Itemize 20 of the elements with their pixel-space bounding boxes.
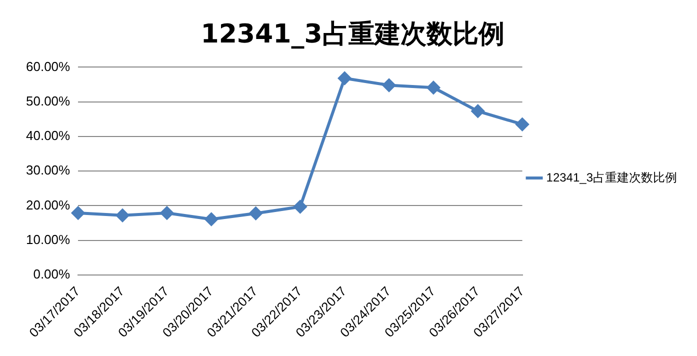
- point: [72, 206, 85, 220]
- point: [249, 206, 262, 220]
- point: [382, 78, 396, 92]
- y-tick-label: 20.00%: [26, 197, 71, 212]
- y-tick-label: 10.00%: [26, 232, 71, 247]
- point: [471, 104, 484, 118]
- point: [294, 200, 307, 214]
- point: [116, 208, 130, 222]
- chart-title: 12341_3占重建次数比例: [200, 19, 504, 50]
- y-tick-label: 50.00%: [26, 93, 71, 108]
- point: [338, 72, 352, 85]
- y-tick-label: 40.00%: [26, 128, 71, 144]
- point: [516, 118, 529, 131]
- point: [426, 81, 440, 94]
- y-tick-label: 30.00%: [26, 162, 71, 178]
- y-tick-label: 60.00%: [26, 58, 71, 74]
- point: [160, 206, 174, 220]
- legend-label: 12341_3占重建次数比例: [546, 170, 677, 184]
- y-tick-label: 0.00%: [33, 266, 71, 282]
- point: [204, 212, 218, 226]
